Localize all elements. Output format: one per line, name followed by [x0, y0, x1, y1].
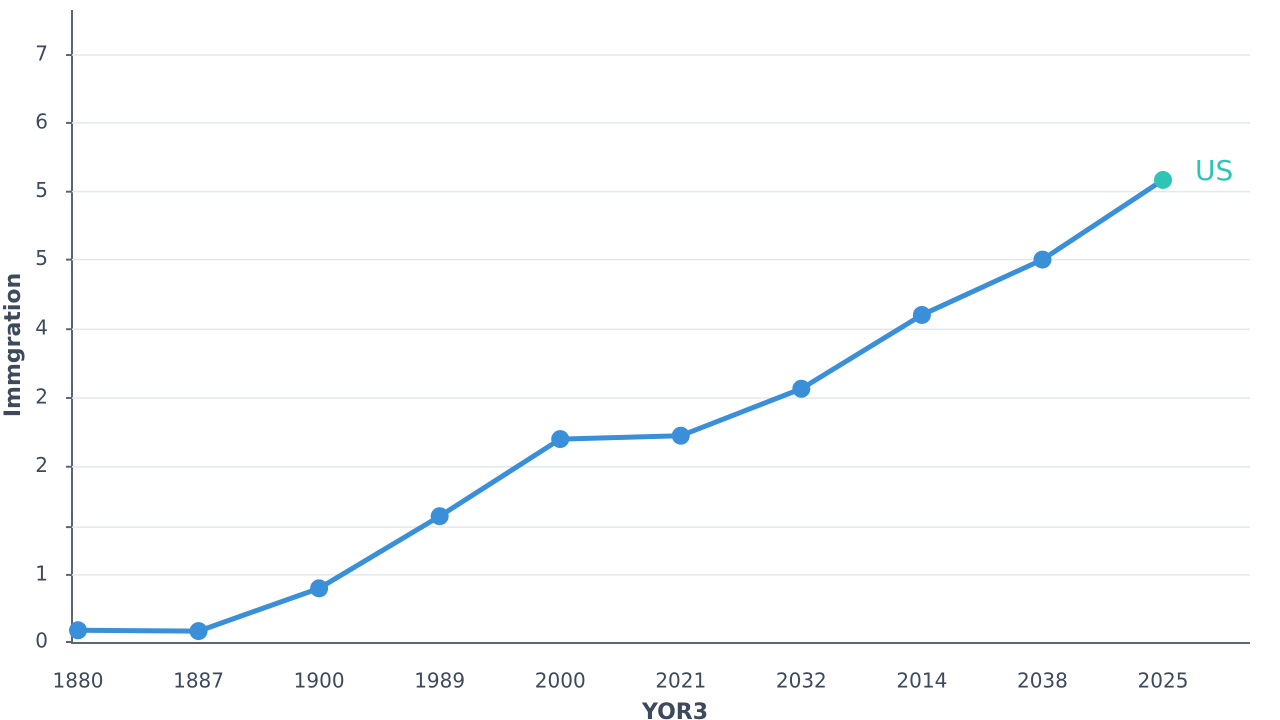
point [1154, 170, 1172, 189]
x-tick-label: 2000 [535, 669, 586, 693]
y-tick-label: 6 [35, 109, 48, 133]
point [69, 621, 87, 640]
x-tick-label: 2021 [655, 669, 706, 693]
x-tick-label: 1880 [53, 669, 104, 693]
point [671, 426, 690, 445]
y-tick-label: 5 [35, 246, 48, 270]
x-tick-label: 2032 [776, 669, 827, 693]
y-tick-label: 5 [35, 178, 48, 202]
point [551, 430, 570, 449]
y-tick-label: 1 [35, 561, 48, 585]
point [792, 379, 811, 398]
x-tick-label: 1900 [294, 669, 345, 693]
point [310, 579, 329, 598]
point [430, 507, 449, 526]
x-tick-label: 2038 [1017, 669, 1068, 693]
x-tick-label: 1989 [414, 669, 465, 693]
y-tick-label: 2 [35, 453, 48, 477]
x-tick-label: 2014 [896, 669, 947, 693]
x-axis-title: YOR3 [641, 700, 708, 720]
y-axis-title: Immgration [1, 273, 26, 417]
x-tick-label: 2025 [1138, 669, 1189, 693]
y-tick-label: 2 [35, 384, 48, 408]
y-tick-label: 4 [35, 316, 48, 340]
point [189, 622, 208, 641]
x-tick-label: 1887 [173, 669, 224, 693]
y-tick-label: 7 [35, 42, 48, 66]
series-label: US [1195, 154, 1233, 187]
point [1033, 250, 1052, 269]
y-tick-label: 0 [35, 629, 48, 653]
line [77, 177, 1165, 634]
point [912, 305, 931, 324]
